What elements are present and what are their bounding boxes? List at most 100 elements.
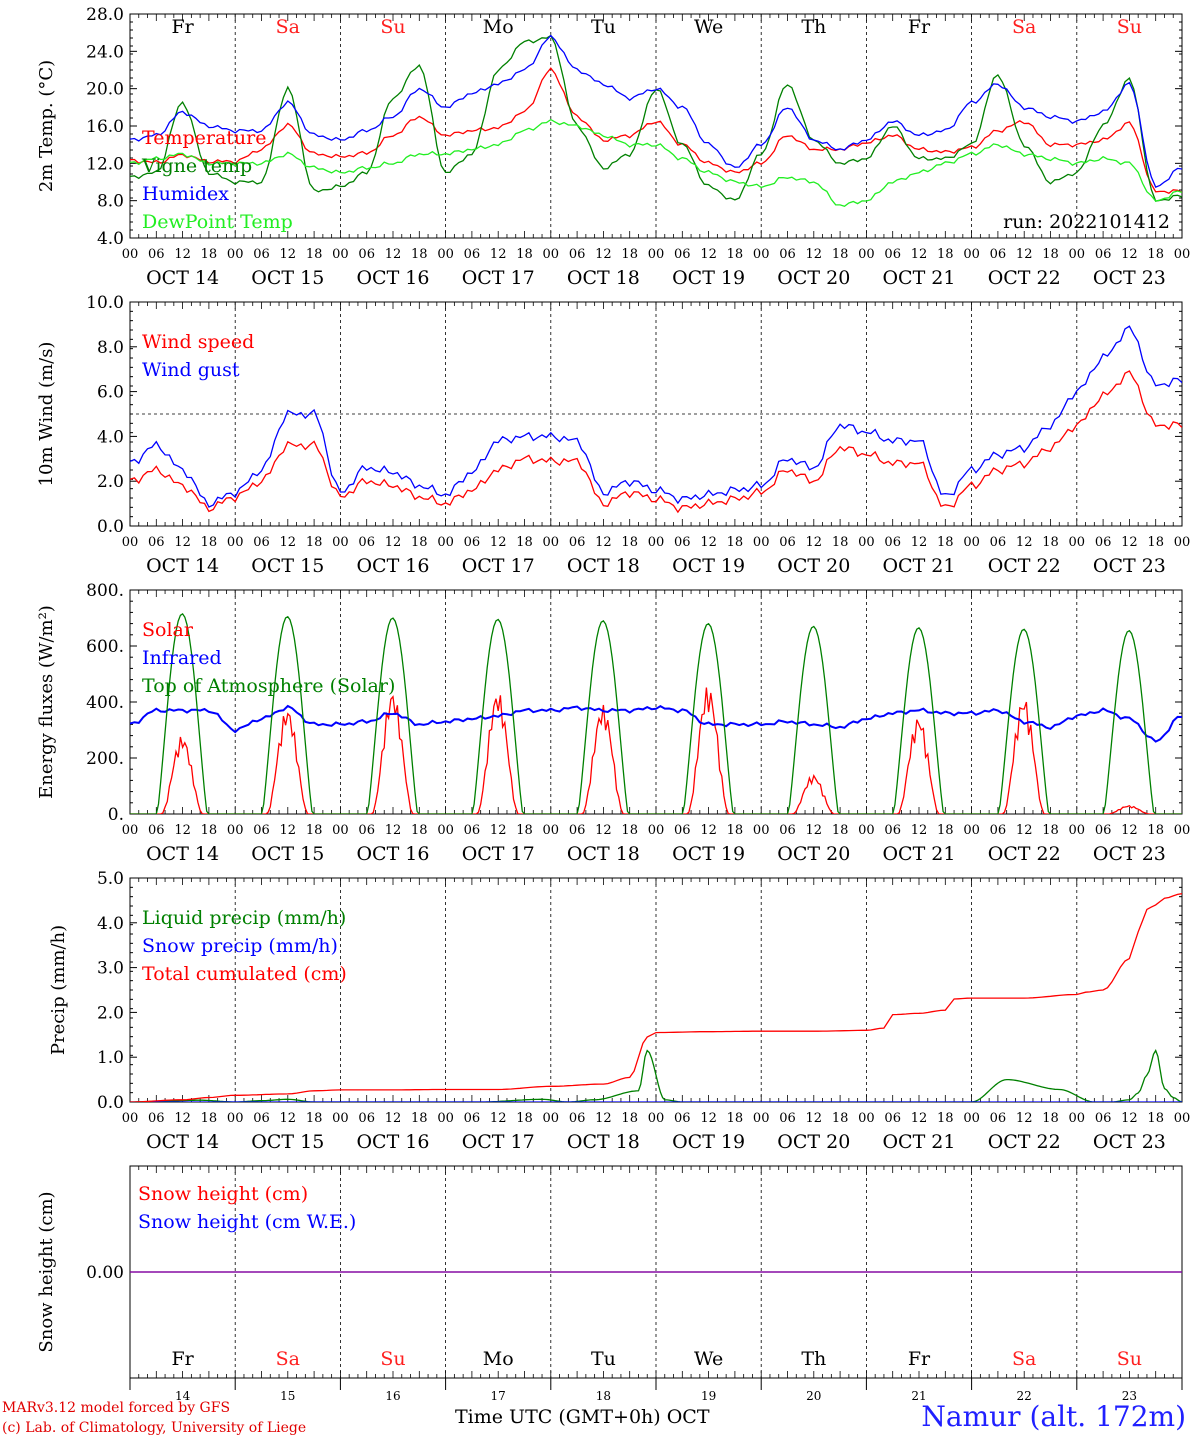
hour-label: 12 (490, 823, 507, 838)
hour-label: 18 (727, 1111, 744, 1126)
hour-label: 00 (648, 823, 665, 838)
date-label: OCT 22 (988, 1131, 1061, 1153)
y-tick-label: 0.0 (97, 517, 124, 537)
hour-label: 12 (595, 535, 612, 550)
hour-label: 06 (1095, 535, 1112, 550)
hour-label: 12 (806, 823, 823, 838)
day-number-label: 18 (596, 1389, 611, 1400)
hour-label: 18 (516, 535, 533, 550)
date-label: OCT 17 (462, 1131, 535, 1153)
weekday-label: Tu (591, 16, 616, 38)
hour-label: 00 (332, 823, 349, 838)
y-tick-label: 10.0 (86, 293, 124, 313)
hour-label: 12 (490, 1111, 507, 1126)
y-tick-label: 16.0 (86, 117, 124, 137)
hour-label: 12 (1121, 247, 1138, 262)
y-tick-label: 5.0 (97, 869, 124, 889)
hour-label: 18 (201, 823, 218, 838)
hour-label: 00 (858, 1111, 875, 1126)
hour-label: 06 (253, 1111, 270, 1126)
weekday-label: Mo (483, 1348, 514, 1370)
hour-label: 06 (569, 247, 586, 262)
hour-label: 06 (253, 823, 270, 838)
hour-label: 12 (700, 823, 717, 838)
x-axis-title: Time UTC (GMT+0h) OCT (455, 1406, 710, 1428)
credit-line-2: (c) Lab. of Climatology, University of L… (2, 1420, 307, 1436)
series-line-total-cumulated-cm- (130, 893, 1182, 1102)
day-number-label: 23 (1122, 1389, 1137, 1400)
day-number-label: 22 (1017, 1389, 1032, 1400)
date-label: OCT 14 (146, 1131, 219, 1153)
date-label: OCT 22 (988, 843, 1061, 865)
hour-label: 18 (1147, 247, 1164, 262)
date-label: OCT 21 (882, 267, 955, 289)
series-line-top-of-atmosphere-solar- (130, 613, 1182, 814)
hour-label: 18 (621, 823, 638, 838)
hour-label: 06 (674, 247, 691, 262)
date-label: OCT 23 (1093, 267, 1166, 289)
hour-label: 12 (806, 247, 823, 262)
hour-label: 06 (253, 535, 270, 550)
hour-label: 18 (832, 1111, 849, 1126)
date-label: OCT 20 (777, 1131, 850, 1153)
hour-label: 06 (990, 1111, 1007, 1126)
panel-flux: 0. 200. 400. 600. 800. Energy fluxes (W/m²) 00… (36, 581, 1190, 865)
hour-label: 00 (227, 247, 244, 262)
hour-label: 12 (490, 247, 507, 262)
hour-label: 18 (1042, 823, 1059, 838)
hour-label: 18 (1147, 823, 1164, 838)
hour-label: 18 (201, 247, 218, 262)
y-axis-title: 10m Wind (m/s) (36, 342, 57, 487)
hour-label: 12 (174, 247, 191, 262)
hour-label: 12 (911, 1111, 928, 1126)
hour-label: 18 (937, 823, 954, 838)
date-label: OCT 23 (1093, 843, 1166, 865)
panel-temp: 4.0 8.0 12.0 16.0 20.0 24.0 28.0 2m Temp. (°C) 0… (36, 5, 1190, 289)
hour-label: 18 (306, 535, 323, 550)
hour-label: 06 (990, 823, 1007, 838)
hour-label: 00 (122, 1111, 139, 1126)
hour-label: 00 (437, 535, 454, 550)
date-label: OCT 16 (356, 267, 429, 289)
hour-label: 18 (411, 823, 428, 838)
hour-label: 00 (753, 1111, 770, 1126)
date-label: OCT 21 (882, 843, 955, 865)
hour-label: 06 (674, 1111, 691, 1126)
hour-label: 00 (753, 535, 770, 550)
hour-label: 06 (253, 247, 270, 262)
weekday-label: Su (1117, 16, 1142, 38)
hour-label: 06 (884, 823, 901, 838)
day-number-label: 15 (280, 1389, 295, 1400)
day-number-label: 16 (385, 1389, 400, 1400)
date-label: OCT 15 (251, 555, 324, 577)
series-line-solar (130, 687, 1182, 814)
hour-label: 00 (543, 823, 560, 838)
hour-label: 00 (1069, 247, 1086, 262)
hour-label: 00 (122, 247, 139, 262)
series-line-wind-gust (130, 325, 1182, 508)
date-label: OCT 16 (356, 1131, 429, 1153)
y-tick-label: 8.0 (97, 192, 124, 212)
hour-label: 12 (280, 247, 297, 262)
hour-label: 00 (963, 823, 980, 838)
hour-label: 00 (227, 535, 244, 550)
y-axis-title: Energy fluxes (W/m²) (36, 605, 57, 799)
hour-label: 06 (884, 1111, 901, 1126)
hour-label: 12 (595, 823, 612, 838)
hour-label: 06 (779, 535, 796, 550)
weekday-label: Tu (591, 1348, 616, 1370)
hour-label: 18 (411, 247, 428, 262)
series-line-infrared (130, 704, 1182, 743)
y-axis-title: 2m Temp. (°C) (36, 60, 57, 192)
hour-label: 12 (174, 535, 191, 550)
legend-entry: Total cumulated (cm) (142, 963, 347, 985)
hour-label: 12 (700, 247, 717, 262)
hour-label: 06 (569, 823, 586, 838)
y-tick-label: 6.0 (97, 383, 124, 403)
hour-label: 06 (358, 535, 375, 550)
legend-entry: Top of Atmosphere (Solar) (142, 675, 395, 697)
hour-label: 12 (911, 247, 928, 262)
hour-label: 00 (1069, 535, 1086, 550)
hour-label: 06 (148, 247, 165, 262)
y-tick-label: 4.0 (97, 229, 124, 249)
